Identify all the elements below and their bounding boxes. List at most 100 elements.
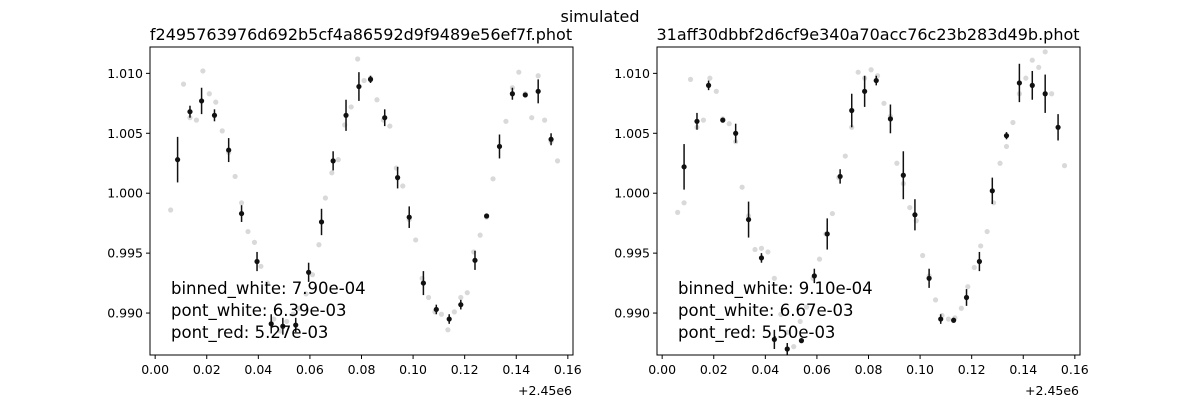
panel-left-unbinned-point bbox=[438, 311, 445, 317]
panel-left-unbinned-point bbox=[477, 232, 483, 238]
panel-left: f2495763976d692b5cf4a86592d9f9489e56ef7f… bbox=[107, 25, 582, 398]
panel-left-unbinned-point bbox=[219, 128, 225, 134]
panel-right-binned-point bbox=[849, 107, 855, 114]
panel-right-unbinned-point bbox=[1061, 163, 1068, 169]
panel-right-x-tick-label: 0.16 bbox=[1061, 362, 1089, 377]
panel-right-unbinned-point bbox=[791, 344, 797, 350]
panel-right-x-tick-label: 0.00 bbox=[648, 362, 676, 377]
panel-left-binned-point bbox=[458, 302, 464, 308]
panel-right-x-tick-label: 0.06 bbox=[803, 362, 831, 377]
panel-left-unbinned-point bbox=[387, 123, 393, 129]
panel-right-stat-pont-white: pont_white: 6.67e-03 bbox=[678, 301, 854, 321]
panel-left-binned-point bbox=[174, 157, 181, 163]
figure-suptitle: simulated bbox=[560, 7, 639, 26]
panel-right-binned-point bbox=[784, 346, 790, 352]
panel-left-binned-point bbox=[406, 214, 412, 220]
panel-right-binned-point bbox=[862, 88, 868, 94]
panel-right-y-tick-label: 1.005 bbox=[614, 126, 650, 141]
panel-right-unbinned-point bbox=[1036, 64, 1042, 70]
panel-right-x-tick-label: 0.12 bbox=[958, 362, 986, 377]
panel-right-stats: binned_white: 9.10e-04 pont_white: 6.67e… bbox=[678, 279, 873, 343]
panel-right-unbinned-point bbox=[1042, 49, 1048, 55]
panel-left-stat-binned-white: binned_white: 7.90e-04 bbox=[171, 279, 366, 299]
panel-left-binned-point bbox=[343, 112, 349, 118]
panel-left-unbinned-point bbox=[271, 316, 277, 322]
panel-right-binned-point bbox=[720, 117, 726, 123]
panel-right-y-tick-label: 0.990 bbox=[614, 306, 650, 321]
panel-left-unbinned-point bbox=[284, 318, 290, 325]
panel-left-binned-point bbox=[330, 158, 336, 164]
panel-left-unbinned-point bbox=[529, 115, 535, 121]
panel-left-unbinned-point bbox=[458, 294, 464, 301]
panel-left-stat-pont-red: pont_red: 5.27e-03 bbox=[171, 323, 328, 343]
panel-right-binned-point bbox=[771, 336, 777, 343]
panel-right-unbinned-point bbox=[945, 316, 952, 322]
panel-right-unbinned-point bbox=[675, 209, 681, 215]
panel-right: 31aff30dbbf2d6cf9e340a70acc76c23b283d49b… bbox=[614, 25, 1089, 398]
panel-left-x-offset-label: +2.45e6 bbox=[518, 383, 572, 398]
panel-right-binned-point bbox=[758, 255, 765, 261]
panel-right-binned-point bbox=[798, 338, 805, 344]
panel-right-unbinned-point bbox=[932, 297, 939, 303]
panel-left-unbinned-point bbox=[277, 328, 283, 334]
panel-left-x-tick-label: 0.08 bbox=[348, 362, 376, 377]
panel-left-x-tick-label: 0.00 bbox=[141, 362, 169, 377]
panel-left-unbinned-point bbox=[213, 99, 219, 105]
panel-right-binned-point bbox=[951, 317, 957, 323]
panel-left-unbinned-point bbox=[296, 305, 303, 311]
panel-right-binned-point bbox=[733, 130, 739, 136]
panel-left-unbinned-point bbox=[535, 73, 541, 79]
panel-right-unbinned-point bbox=[997, 160, 1003, 166]
panel-right-y-tick-label: 1.010 bbox=[614, 66, 650, 81]
panel-right-stat-pont-red: pont_red: 5.50e-03 bbox=[678, 323, 835, 343]
panel-right-unbinned-point bbox=[816, 256, 823, 262]
panel-right-unbinned-point bbox=[1010, 119, 1016, 126]
panel-right-stat-binned-white: binned_white: 9.10e-04 bbox=[678, 279, 873, 299]
panel-right-unbinned-point bbox=[784, 329, 790, 335]
panel-right-unbinned-point bbox=[803, 304, 810, 310]
panel-right-unbinned-point bbox=[700, 117, 707, 123]
panel-left-title: f2495763976d692b5cf4a86592d9f9489e56ef7f… bbox=[150, 25, 572, 44]
panel-right-binned-point bbox=[926, 275, 932, 281]
panel-right-binned-point bbox=[811, 273, 817, 279]
panel-left-unbinned-point bbox=[400, 183, 406, 189]
panel-left-binned-point bbox=[187, 109, 193, 115]
panel-right-unbinned-point bbox=[894, 160, 900, 166]
panel-left-unbinned-point bbox=[451, 309, 457, 315]
panel-right-unbinned-point bbox=[726, 121, 732, 127]
panel-right-plot-area: 0.00 0.02 0.04 0.06 0.08 0.10 0.12 0.14 0.16 0.99… bbox=[614, 46, 1089, 377]
panel-left-binned-point bbox=[509, 91, 515, 97]
panel-right-unbinned-point bbox=[1049, 91, 1055, 97]
panel-right-unbinned-point bbox=[713, 88, 719, 94]
panel-left-binned-point bbox=[367, 76, 374, 82]
panel-right-y-tick-label: 0.995 bbox=[614, 246, 650, 261]
panel-right-binned-point bbox=[887, 116, 894, 122]
panel-right-binned-point bbox=[963, 294, 970, 301]
panel-left-binned-point bbox=[211, 112, 218, 118]
panel-left-y-tick-label: 0.995 bbox=[107, 246, 143, 261]
panel-right-x-tick-label: 0.02 bbox=[700, 362, 728, 377]
panel-right-binned-point bbox=[989, 188, 995, 194]
panel-left-y-tick-label: 1.010 bbox=[107, 66, 143, 81]
panel-left-unbinned-point bbox=[251, 239, 258, 245]
panel-left-binned-point bbox=[433, 306, 439, 313]
panel-left-binned-point bbox=[382, 115, 388, 121]
panel-left-binned-point bbox=[496, 143, 503, 150]
panel-left-unbinned-point bbox=[374, 97, 380, 103]
panel-right-binned-point bbox=[1003, 133, 1010, 139]
panel-right-binned-point bbox=[745, 216, 752, 223]
panel-right-binned-point bbox=[912, 212, 918, 218]
panel-left-unbinned-point bbox=[542, 117, 548, 123]
panel-left-unbinned-point bbox=[180, 81, 187, 87]
panel-right-x-tick-label: 0.04 bbox=[751, 362, 779, 377]
panel-left-unbinned-point bbox=[245, 228, 251, 235]
panel-left-stat-pont-white: pont_white: 6.39e-03 bbox=[171, 301, 347, 321]
panel-right-unbinned-point bbox=[681, 200, 687, 206]
panel-left-unbinned-point bbox=[503, 118, 509, 124]
panel-left-x-tick-label: 0.02 bbox=[193, 362, 221, 377]
panel-left-unbinned-point bbox=[329, 170, 335, 176]
panel-left-unbinned-point bbox=[193, 117, 200, 123]
panel-left-binned-point bbox=[522, 92, 528, 98]
panel-left-unbinned-point bbox=[490, 176, 496, 182]
panel-left-unbinned-point bbox=[464, 290, 470, 296]
